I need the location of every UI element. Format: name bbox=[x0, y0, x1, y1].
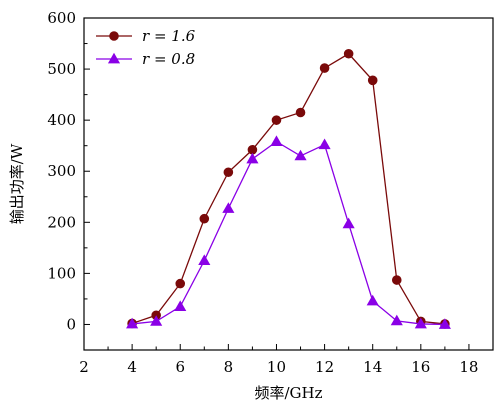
data-point bbox=[366, 294, 379, 306]
series-1 bbox=[126, 135, 451, 329]
x-tick-label: 8 bbox=[224, 358, 234, 376]
x-tick-label: 14 bbox=[363, 358, 382, 376]
x-tick-label: 16 bbox=[411, 358, 430, 376]
series-line bbox=[132, 140, 445, 326]
y-tick-label: 0 bbox=[66, 315, 76, 333]
data-point bbox=[319, 63, 330, 73]
data-point bbox=[390, 314, 403, 326]
y-axis-label: 输出功率/W bbox=[8, 143, 26, 224]
y-tick-label: 300 bbox=[47, 162, 76, 180]
y-tick-label: 400 bbox=[47, 111, 76, 129]
axis-ticks: 2 4 6 8 10 12 14 16 18 0 100 200 300 400 500 600 bbox=[47, 9, 478, 376]
data-point bbox=[295, 107, 306, 118]
data-point bbox=[414, 317, 427, 329]
plot-border bbox=[83, 17, 494, 351]
data-point bbox=[126, 317, 139, 329]
data-point bbox=[270, 135, 283, 147]
x-tick-label: 10 bbox=[267, 358, 286, 376]
series-layer bbox=[126, 48, 451, 329]
series-0 bbox=[127, 48, 450, 329]
data-point bbox=[246, 152, 259, 164]
x-axis-label: 频率/GHz bbox=[254, 384, 322, 402]
data-point bbox=[222, 202, 235, 213]
data-point bbox=[198, 254, 211, 266]
y-tick-label: 200 bbox=[47, 213, 76, 231]
data-point bbox=[343, 48, 354, 59]
legend-marker bbox=[107, 52, 121, 64]
y-tick-label: 500 bbox=[47, 60, 76, 78]
data-point bbox=[175, 278, 186, 289]
data-point bbox=[223, 167, 234, 178]
data-point bbox=[150, 315, 163, 326]
data-point bbox=[199, 213, 210, 224]
x-tick-label: 6 bbox=[175, 358, 185, 376]
x-tick-label: 18 bbox=[459, 358, 478, 376]
legend-marker bbox=[109, 31, 119, 41]
y-tick-label: 600 bbox=[47, 9, 76, 27]
data-point bbox=[318, 138, 331, 150]
legend-label: r = 1.6 bbox=[142, 27, 196, 45]
plot-frame bbox=[83, 17, 494, 351]
legend: r = 1.6 r = 0.8 bbox=[96, 27, 196, 68]
y-tick-label: 100 bbox=[47, 264, 76, 282]
data-point bbox=[342, 217, 355, 229]
series-line bbox=[131, 52, 445, 325]
data-point bbox=[174, 300, 187, 311]
data-point bbox=[367, 75, 378, 86]
data-point bbox=[391, 275, 402, 285]
x-tick-label: 4 bbox=[127, 358, 137, 376]
legend-label: r = 0.8 bbox=[142, 50, 195, 68]
x-tick-label: 12 bbox=[315, 358, 334, 376]
data-point bbox=[271, 115, 282, 125]
data-point bbox=[438, 318, 451, 329]
x-tick-label: 2 bbox=[79, 358, 89, 376]
data-point bbox=[294, 149, 307, 161]
